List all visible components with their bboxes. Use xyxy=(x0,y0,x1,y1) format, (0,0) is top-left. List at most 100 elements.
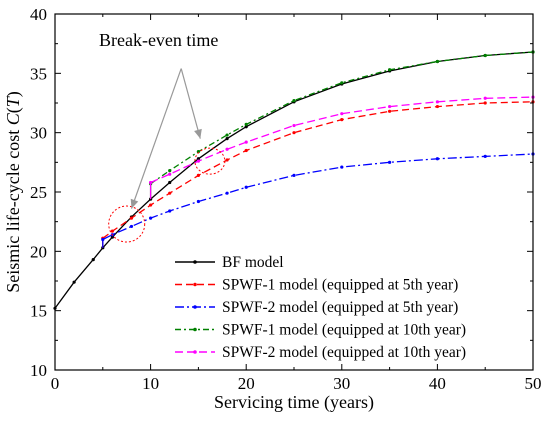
legend-label: SPWF-2 model (equipped at 10th year) xyxy=(222,344,466,361)
data-point xyxy=(388,68,392,72)
data-point xyxy=(340,81,344,85)
legend-label: SPWF-1 model (equipped at 10th year) xyxy=(222,322,466,339)
data-point xyxy=(292,99,296,103)
break-even-arrowhead-2 xyxy=(194,128,202,139)
y-tick-label: 35 xyxy=(30,64,47,83)
break-even-circle-5th-year xyxy=(108,205,146,243)
data-point xyxy=(149,203,153,207)
x-axis-title: Servicing time (years) xyxy=(214,392,374,413)
data-point xyxy=(244,122,248,126)
legend-marker xyxy=(193,327,197,332)
y-axis-title-var: C xyxy=(3,112,23,125)
data-point xyxy=(340,118,344,122)
y-axis-title-close: ) xyxy=(3,91,24,97)
x-tick-label: 20 xyxy=(238,374,255,393)
data-point xyxy=(91,258,95,262)
data-point xyxy=(388,104,392,109)
y-axis-title-text: Seismic life-cycle cost xyxy=(3,125,23,292)
data-point xyxy=(483,53,487,58)
legend-item-spwf-2-model-equipped-at-10th-year: SPWF-2 model (equipped at 10th year) xyxy=(175,344,466,361)
data-point xyxy=(225,133,229,137)
data-point xyxy=(388,160,392,164)
x-tick-label: 10 xyxy=(142,374,159,393)
y-axis-title: Seismic life-cycle cost C(T) xyxy=(3,91,24,292)
legend-item-bf-model: BF model xyxy=(175,254,284,271)
break-even-arrowhead-1 xyxy=(130,198,139,209)
series-layer xyxy=(53,50,535,310)
legend-label: SPWF-2 model (equipped at 5th year) xyxy=(222,299,458,316)
series-spwf-1-model-equipped-at-5th-year xyxy=(101,100,535,248)
series-line xyxy=(102,101,534,239)
data-point xyxy=(196,157,200,161)
data-point xyxy=(168,191,172,195)
legend-label: BF model xyxy=(222,254,284,271)
y-axis-title-arg: T xyxy=(3,95,23,107)
data-point xyxy=(244,185,248,189)
y-tick-label: 10 xyxy=(30,361,47,380)
legend-item-spwf-1-model-equipped-at-5th-year: SPWF-1 model (equipped at 5th year) xyxy=(175,277,458,294)
y-tick-label: 15 xyxy=(30,302,47,321)
data-point xyxy=(196,199,200,204)
y-tick-label: 30 xyxy=(30,124,47,143)
data-point xyxy=(244,140,248,144)
data-point xyxy=(483,96,487,100)
legend-marker xyxy=(193,350,197,354)
legend-marker xyxy=(193,305,197,309)
y-tick-label: 20 xyxy=(30,242,47,261)
data-point xyxy=(225,137,229,141)
data-point xyxy=(244,125,248,129)
break-even-annotation: Break-even time xyxy=(99,30,218,50)
data-point xyxy=(483,101,487,105)
data-point xyxy=(388,109,392,113)
data-point xyxy=(110,235,114,239)
data-point xyxy=(129,216,134,220)
series-bf-model xyxy=(53,50,535,310)
series-spwf-2-model-equipped-at-10th-year xyxy=(149,95,535,200)
x-tick-label: 0 xyxy=(51,374,60,393)
y-tick-label: 40 xyxy=(30,5,47,24)
data-point xyxy=(292,173,296,177)
data-point xyxy=(435,59,439,64)
legend-marker xyxy=(193,282,197,287)
legend-item-spwf-1-model-equipped-at-10th-year: SPWF-1 model (equipped at 10th year) xyxy=(175,322,466,339)
legend-marker xyxy=(193,260,197,264)
data-point xyxy=(225,191,229,195)
data-point xyxy=(435,100,439,104)
annotation-layer: Break-even time xyxy=(99,30,226,243)
data-point xyxy=(225,147,229,151)
break-even-arrow-2 xyxy=(180,68,201,139)
data-point xyxy=(72,280,76,284)
legend: BF model SPWF-1 model (equipped at 5th ye… xyxy=(175,254,466,361)
y-axis-title-open: ( xyxy=(3,107,24,113)
data-point xyxy=(244,148,248,153)
break-even-circle-10th-year xyxy=(194,147,226,175)
data-point xyxy=(196,159,200,163)
x-tick-label: 40 xyxy=(429,374,446,393)
data-point xyxy=(196,173,200,177)
data-point xyxy=(101,237,105,242)
series-line xyxy=(102,153,534,241)
series-line xyxy=(150,96,534,184)
data-point xyxy=(168,172,172,176)
series-spwf-2-model-equipped-at-5th-year xyxy=(101,152,535,248)
data-point xyxy=(340,112,344,116)
data-point xyxy=(435,104,439,109)
data-point xyxy=(292,131,296,135)
y-tick-label: 25 xyxy=(30,183,47,202)
x-tick-label: 30 xyxy=(333,374,350,393)
series-line xyxy=(54,51,534,309)
data-point xyxy=(149,180,153,185)
series-spwf-1-model-equipped-at-10th-year xyxy=(149,50,535,200)
data-point xyxy=(110,229,114,233)
data-point xyxy=(435,157,439,161)
data-point xyxy=(483,154,487,158)
x-tick-label: 50 xyxy=(525,374,542,393)
data-point xyxy=(168,180,172,185)
data-point xyxy=(129,224,134,229)
legend-label: SPWF-1 model (equipped at 5th year) xyxy=(222,277,458,294)
series-line xyxy=(150,51,534,185)
break-even-arrow-1 xyxy=(130,68,182,209)
data-point xyxy=(340,165,344,169)
